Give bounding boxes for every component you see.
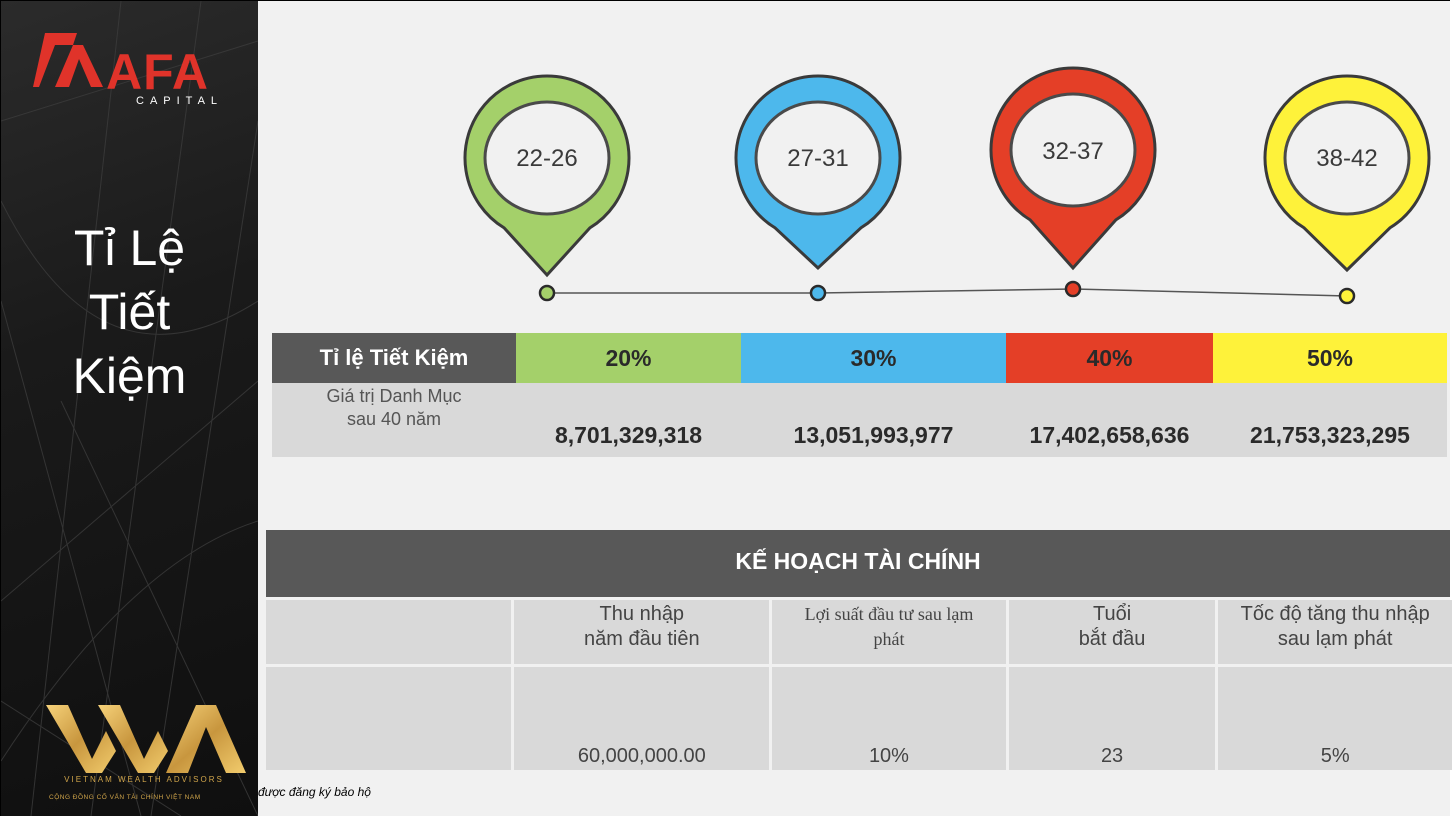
pin-inner-circle	[1283, 100, 1411, 216]
value-label-line: Giá trị Danh Mục	[326, 386, 462, 406]
pin-inner-circle	[483, 100, 611, 216]
portfolio-value-cell: 8,701,329,318	[516, 383, 741, 457]
plan-value-cell: 23	[1005, 664, 1217, 770]
plan-header-line: bắt đầu	[1078, 628, 1146, 650]
rate-cell: 30%	[741, 333, 1006, 383]
portfolio-value: 21,753,323,295	[1250, 422, 1410, 448]
plan-header-row: Thu nhập năm đầu tiên Lợi suất đầu tư sa…	[266, 600, 1452, 666]
value-row: Giá trị Danh Mục sau 40 năm 8,701,329,31…	[272, 383, 1447, 457]
plan-header-line: Tuổi	[1092, 603, 1132, 625]
plan-empty-cell	[266, 600, 513, 666]
logo-brand: AFA	[106, 44, 209, 100]
pin-label-3: 32-37	[1042, 138, 1104, 165]
savings-rate-table: Tỉ lệ Tiết Kiệm 20% 30% 40% 50% Giá trị …	[272, 333, 1447, 457]
plan-header-cell: Tuổi bắt đầu	[1005, 600, 1217, 666]
plan-value: 60,000,000.00	[577, 745, 706, 767]
plan-empty-cell	[266, 664, 513, 770]
portfolio-value-cell: 21,753,323,295	[1213, 383, 1447, 457]
plan-value-cell: 5%	[1215, 664, 1452, 770]
sidebar: AFA CAPITAL Tỉ Lệ Tiết Kiệm VIETNAM WEAL…	[1, 1, 258, 816]
plan-header-cell: Thu nhập năm đầu tiên	[511, 600, 771, 666]
timeline-dot	[1064, 280, 1082, 298]
portfolio-value: 8,701,329,318	[554, 422, 703, 448]
plan-header-line: sau lạm phát	[1277, 628, 1393, 650]
footer-note: được đăng ký bảo hộ	[258, 785, 371, 799]
title-line: Tiết	[88, 284, 171, 340]
vwa-name: VIETNAM WEALTH ADVISORS	[64, 775, 224, 784]
safa-logo-mark	[33, 33, 103, 87]
plan-value: 23	[1100, 745, 1124, 767]
rate-row: Tỉ lệ Tiết Kiệm 20% 30% 40% 50%	[272, 333, 1447, 383]
value-label-line: sau 40 năm	[346, 409, 442, 429]
pin-label-1: 22-26	[516, 145, 578, 172]
timeline-dot	[809, 284, 827, 302]
plan-value-row: 60,000,000.00 10% 23 5%	[266, 664, 1452, 770]
logo-subtitle: CAPITAL	[136, 95, 224, 107]
title-line: Tỉ Lệ	[73, 220, 186, 276]
vwa-tagline: CỘNG ĐỒNG CỐ VẤN TÀI CHÍNH VIỆT NAM	[49, 794, 201, 801]
plan-header-line: Lợi suất đầu tư sau lạm	[804, 604, 974, 624]
plan-value-cell: 10%	[769, 664, 1008, 770]
plan-value: 5%	[1320, 745, 1350, 767]
plan-header-cell: Tốc độ tăng thu nhập sau lạm phát	[1215, 600, 1452, 666]
financial-plan-table: Thu nhập năm đầu tiên Lợi suất đầu tư sa…	[266, 600, 1452, 770]
plan-header-line: phát	[873, 629, 905, 649]
vwa-logo	[46, 705, 246, 773]
rate-cell: 20%	[516, 333, 741, 383]
pin-label-4: 38-42	[1316, 145, 1378, 172]
rate-cell: 50%	[1213, 333, 1447, 383]
rate-row-label: Tỉ lệ Tiết Kiệm	[272, 333, 516, 383]
timeline-dot	[538, 284, 556, 302]
pin-label-2: 27-31	[787, 145, 849, 172]
timeline-dot	[1338, 287, 1356, 305]
pin-inner-circle	[754, 100, 882, 216]
portfolio-value-cell: 13,051,993,977	[741, 383, 1006, 457]
plan-header-cell: Lợi suất đầu tư sau lạm phát	[769, 600, 1008, 666]
financial-plan-title: KẾ HOẠCH TÀI CHÍNH	[266, 530, 1450, 597]
portfolio-value: 13,051,993,977	[793, 422, 954, 448]
age-timeline	[463, 66, 1431, 305]
rate-cell: 40%	[1006, 333, 1213, 383]
plan-header-line: Thu nhập	[599, 603, 685, 625]
title-line: Kiệm	[72, 348, 187, 404]
plan-value: 10%	[868, 745, 909, 767]
plan-header-line: năm đầu tiên	[583, 628, 700, 650]
page-title: Tỉ Lệ Tiết Kiệm	[1, 216, 258, 408]
portfolio-value: 17,402,658,636	[1029, 422, 1190, 448]
plan-header-line: Tốc độ tăng thu nhập	[1240, 603, 1430, 625]
portfolio-value-cell: 17,402,658,636	[1006, 383, 1213, 457]
plan-value-cell: 60,000,000.00	[511, 664, 771, 770]
pin-inner-circle	[1009, 92, 1137, 208]
value-row-label: Giá trị Danh Mục sau 40 năm	[272, 383, 516, 457]
